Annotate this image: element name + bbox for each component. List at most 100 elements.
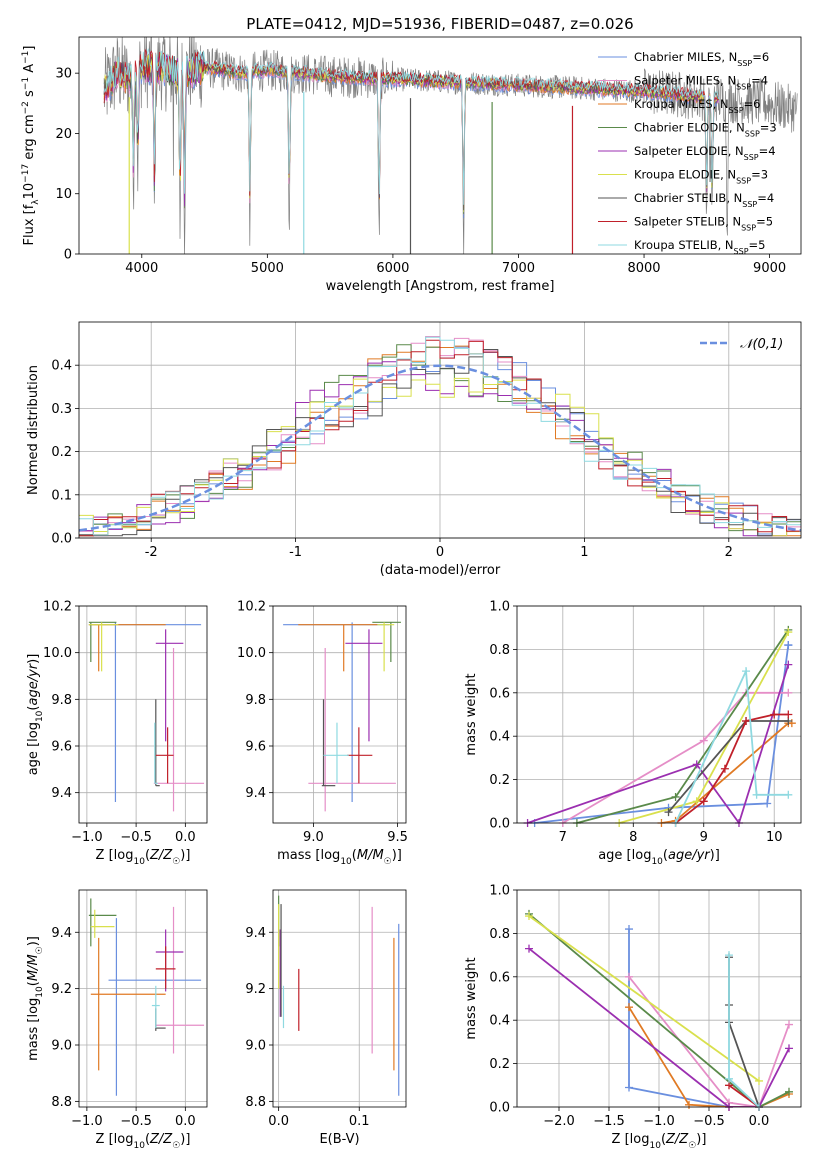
weight-marker <box>692 797 701 806</box>
weight-marker <box>671 792 680 801</box>
label-part: Z [log <box>96 848 134 863</box>
y-tick-label: 30 <box>55 67 72 82</box>
weight-marker <box>742 717 751 726</box>
histogram-series <box>79 336 801 536</box>
y-tick-label: 9.2 <box>51 982 72 997</box>
weight-marker <box>784 641 793 650</box>
weight-marker <box>785 1044 793 1053</box>
label-part: =6 <box>744 97 761 111</box>
x-tick-label: 7 <box>559 830 567 845</box>
weight-series-line <box>728 955 760 1107</box>
weight-marker <box>742 667 751 676</box>
observed-spectrum-line <box>103 37 798 254</box>
histogram-series <box>79 339 801 537</box>
label-part: Z/Z <box>149 1132 173 1147</box>
label-part: SSP <box>737 59 752 68</box>
legend-label: Chabrier ELODIE, NSSP=3 <box>634 121 777 139</box>
axes-frame <box>516 605 802 824</box>
y-tick-label: 9.6 <box>245 740 266 755</box>
label-part: Kroupa ELODIE, N <box>634 168 736 182</box>
weight-marker <box>720 764 729 773</box>
x-tick-label: −0.5 <box>693 1114 725 1129</box>
label-part: erg cm <box>22 114 37 163</box>
label-part: SSP <box>736 176 751 185</box>
label-part: ( <box>352 848 357 863</box>
axes-frame <box>78 889 208 1108</box>
x-tick-label: 0.0 <box>749 1114 770 1129</box>
y-tick-label: 9.0 <box>51 1039 72 1054</box>
x-tick-label: 2 <box>725 545 733 560</box>
label-part: −1 <box>21 77 31 90</box>
spectrum-panel: 4000 5000 6000 7000 8000 9000 0 10 20 30 wavelengt… <box>21 36 802 294</box>
weight-marker <box>625 972 633 981</box>
weight-marker <box>699 736 708 745</box>
weight-series-line <box>674 667 789 823</box>
x-tick-label: 0.0 <box>175 1114 196 1129</box>
weight-series-line <box>528 947 790 1107</box>
label-part: Kroupa STELIB, N <box>634 238 734 252</box>
weight-marker <box>525 944 533 953</box>
y-tick-label: 0.8 <box>489 927 510 942</box>
x-tick-label: −1.0 <box>71 1114 103 1129</box>
x-axis-label: mass [log10(M/M☉)] <box>277 848 402 867</box>
normal-distribution-curve <box>79 364 801 532</box>
axes-frame <box>78 605 208 824</box>
label-part: SSP <box>736 82 751 91</box>
label-part: SSP <box>744 153 759 162</box>
x-tick-label: 10 <box>766 830 783 845</box>
label-part: age [log <box>598 848 651 863</box>
weight-marker <box>725 1074 733 1083</box>
label-part: 10 <box>133 1141 145 1151</box>
y-axis-label: mass weight <box>464 957 479 1039</box>
x-tick-label: 9.5 <box>387 830 408 845</box>
x-axis-label: wavelength [Angstrom, rest frame] <box>326 279 555 294</box>
legend-label: Kroupa ELODIE, NSSP=3 <box>634 168 768 186</box>
legend-label: Salpeter ELODIE, NSSP=4 <box>634 144 776 162</box>
x-tick-label: −1.0 <box>643 1114 675 1129</box>
label-part: ( <box>663 848 668 863</box>
weight-marker <box>755 1076 763 1085</box>
y-tick-label: 9.0 <box>245 1039 266 1054</box>
label-part: SSP <box>745 129 760 138</box>
label-part: 10 <box>649 1141 661 1151</box>
weight-marker <box>625 1003 633 1012</box>
label-part: ☉ <box>384 857 392 867</box>
label-part: −1 <box>21 51 31 64</box>
weight-series-line <box>534 644 790 823</box>
y-tick-label: 8.8 <box>245 1095 266 1110</box>
x-tick-label: 0 <box>436 545 444 560</box>
x-axis-label: Z [log10(Z/Z☉)] <box>612 1132 707 1151</box>
label-part: ( <box>145 848 150 863</box>
label-part: 10 <box>22 183 37 200</box>
x-tick-label: 1 <box>580 545 588 560</box>
x-tick-label: −1.5 <box>593 1114 625 1129</box>
label-part: M/M <box>357 848 384 863</box>
x-tick-label: −2.0 <box>543 1114 575 1129</box>
label-part: mass [log <box>26 998 41 1061</box>
weight-series-line <box>528 913 790 1107</box>
y-tick-label: 1.0 <box>489 884 510 899</box>
y-tick-label: 1.0 <box>489 600 510 615</box>
y-tick-label: 0.6 <box>489 970 510 985</box>
y-tick-label: 0.2 <box>489 773 510 788</box>
label-part: =5 <box>756 215 773 229</box>
weight-marker <box>770 710 779 719</box>
label-part: )] <box>26 936 41 946</box>
axes-frame <box>78 36 802 255</box>
y-tick-label: 9.4 <box>245 786 266 801</box>
label-part: SSP <box>734 247 749 256</box>
y-tick-label: 9.8 <box>51 693 72 708</box>
label-part: Kroupa MILES, N <box>634 97 729 111</box>
label-part: =3 <box>751 168 768 182</box>
label-part: SSP <box>742 200 757 209</box>
y-axis-label: mass weight <box>464 673 479 755</box>
label-part: Chabrier STELIB, N <box>634 191 742 205</box>
weight-marker <box>625 925 633 934</box>
y-axis-label: Flux [fλ10−17 erg cm−2 s−1 A−1] <box>21 46 41 246</box>
weight-marker <box>785 1020 793 1029</box>
y-tick-label: 10 <box>55 187 72 202</box>
label-part: ( <box>26 706 41 711</box>
weight-marker <box>752 790 761 799</box>
label-part: 10 <box>340 857 352 867</box>
